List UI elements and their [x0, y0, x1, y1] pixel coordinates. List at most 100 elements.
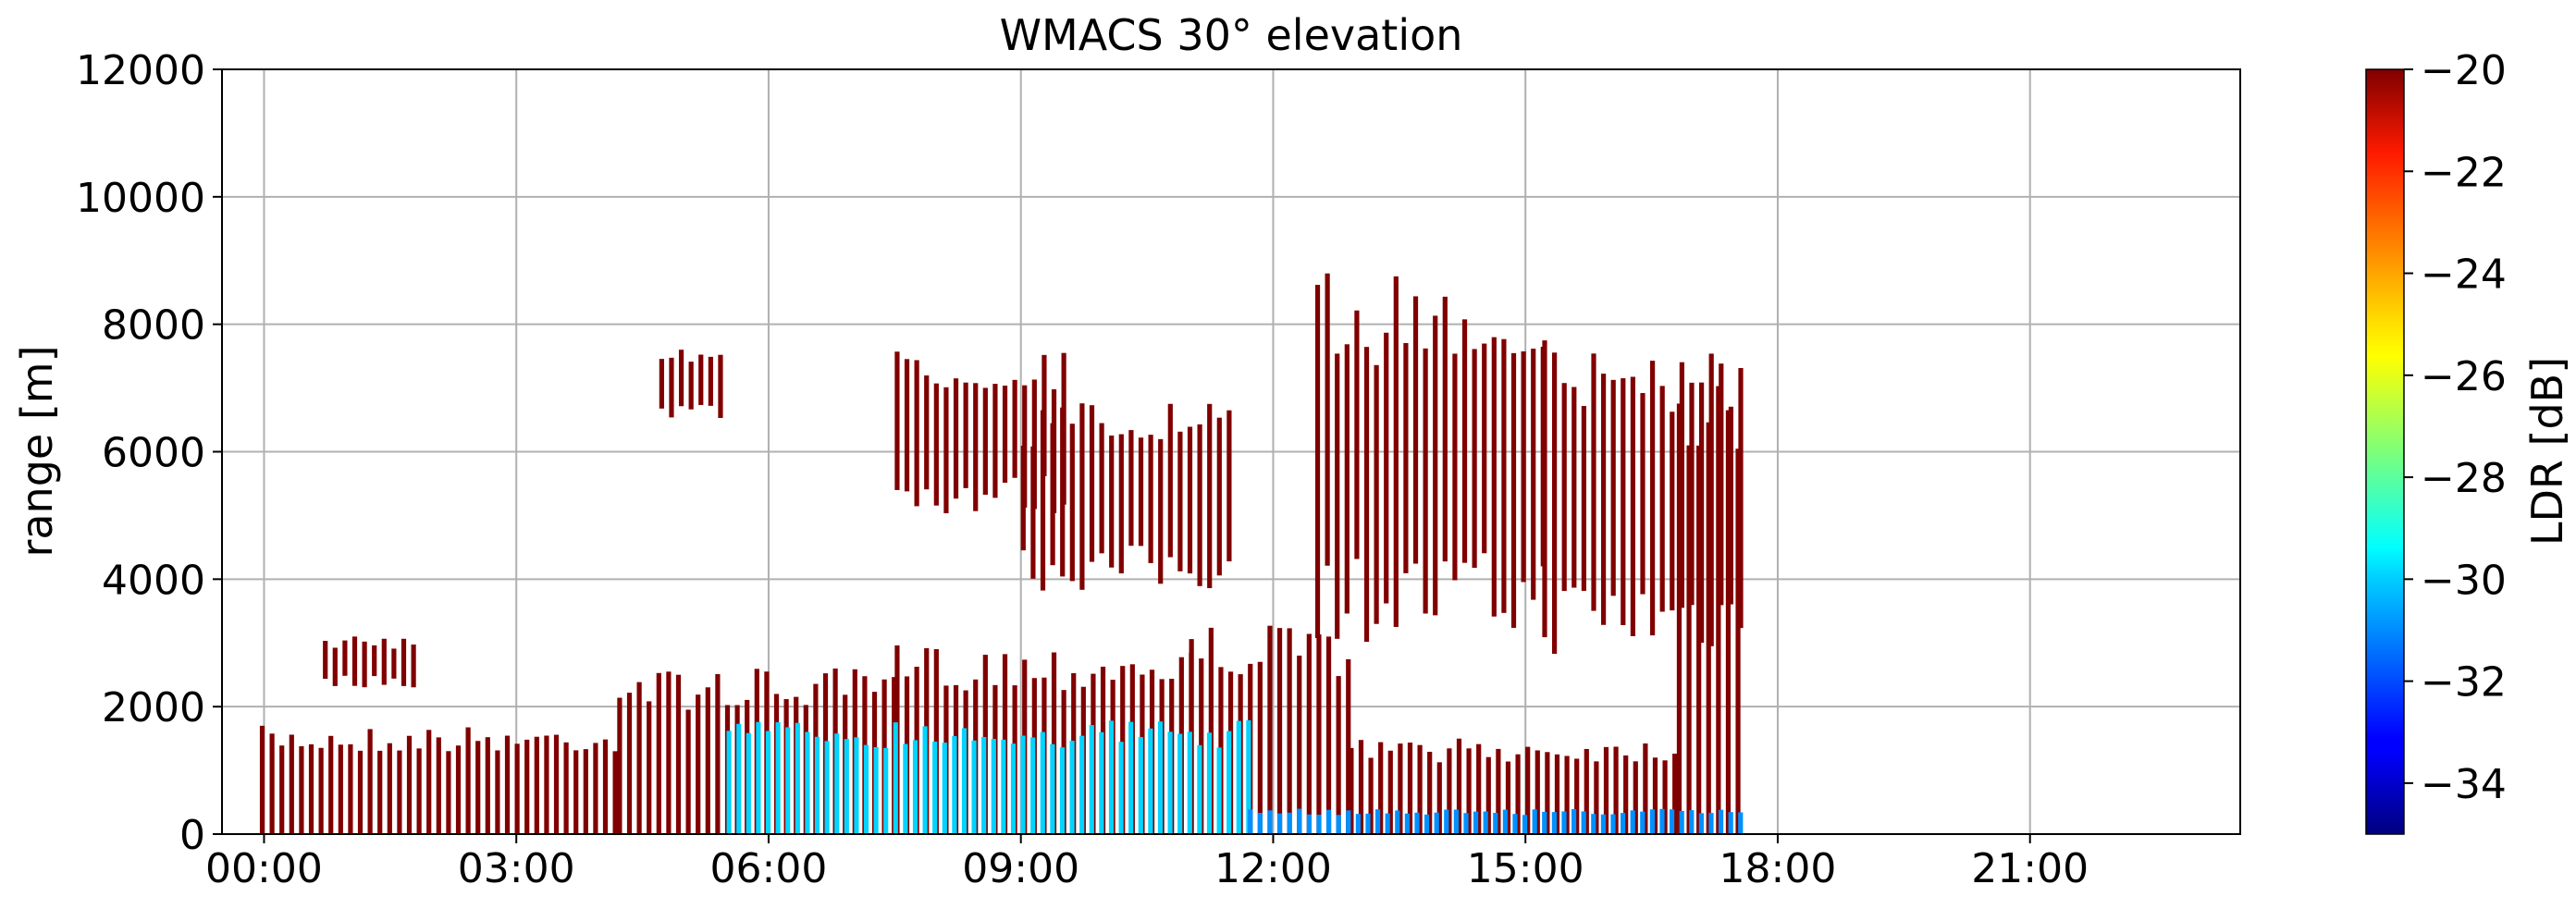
data-strip	[715, 673, 721, 834]
data-strip	[982, 387, 988, 495]
data-strip	[1591, 353, 1596, 611]
data-strip	[328, 735, 334, 834]
data-strip	[602, 739, 609, 834]
data-strip	[1226, 410, 1232, 562]
data-strip	[705, 687, 710, 834]
y-tick-label: 10000	[76, 175, 205, 222]
data-strip	[1698, 813, 1704, 834]
data-strip	[775, 722, 781, 834]
data-strip	[1325, 273, 1330, 566]
data-strip	[943, 387, 949, 514]
data-strip	[1610, 814, 1616, 834]
data-strip	[259, 725, 265, 834]
data-strip	[932, 742, 938, 834]
x-axis: 00:00 03:00 06:00 09:00 12:00 15:00 18:00 21:00	[205, 834, 2089, 892]
data-strip	[1001, 739, 1006, 834]
data-strip	[351, 636, 358, 686]
data-strip	[1581, 406, 1586, 591]
data-strip	[1216, 747, 1222, 834]
data-strip	[678, 350, 684, 407]
data-strip	[342, 640, 348, 676]
data-strip	[814, 736, 820, 834]
data-strip	[377, 750, 383, 834]
data-strip	[308, 743, 314, 834]
data-strip	[1719, 363, 1724, 606]
data-strip	[1089, 405, 1095, 562]
data-strip	[1287, 628, 1292, 834]
data-strip	[1662, 760, 1668, 834]
data-strip	[1672, 754, 1678, 834]
data-strip	[1118, 434, 1124, 574]
x-tick-label: 21:00	[1971, 845, 2089, 892]
data-strip	[1248, 809, 1253, 834]
chart-title: WMACS 30° elevation	[1000, 10, 1463, 60]
data-strip	[1496, 748, 1501, 834]
data-strip	[367, 729, 373, 834]
data-strip	[1502, 809, 1508, 834]
colorbar-tick-label: −34	[2421, 761, 2507, 808]
data-strip	[1571, 808, 1577, 834]
data-strip	[904, 359, 910, 492]
data-strip	[659, 359, 664, 409]
data-strip	[746, 732, 751, 834]
data-strip	[1472, 349, 1477, 568]
data-strip	[1216, 417, 1222, 576]
data-strip	[1336, 815, 1341, 834]
colorbar-tick-label: −26	[2421, 353, 2507, 400]
x-tick-label: 03:00	[458, 845, 575, 892]
data-strip	[573, 750, 579, 834]
data-strip	[269, 733, 275, 834]
data-strip	[1708, 353, 1714, 646]
data-strip	[1030, 737, 1036, 834]
data-strip	[1531, 349, 1536, 600]
data-strip	[1010, 743, 1017, 834]
data-strip	[1344, 344, 1350, 614]
data-strip	[1226, 731, 1232, 834]
data-strip	[656, 672, 661, 834]
cloud-region	[259, 725, 618, 834]
data-strip	[1365, 813, 1371, 834]
data-strip	[1434, 812, 1439, 834]
data-strip	[893, 722, 898, 834]
data-strip	[1444, 809, 1449, 834]
data-strip	[1354, 310, 1360, 559]
data-strip	[675, 674, 682, 834]
data-strip	[1167, 731, 1173, 834]
data-strip	[411, 644, 416, 688]
data-strip	[1525, 746, 1531, 834]
data-strip	[873, 746, 879, 834]
data-strip	[1453, 809, 1459, 834]
data-strip	[1177, 733, 1183, 834]
data-strip	[1591, 814, 1596, 834]
data-strip	[1600, 814, 1606, 834]
x-tick-label: 09:00	[962, 845, 1079, 892]
data-strip	[912, 740, 918, 834]
y-tick-label: 0	[179, 812, 205, 859]
colorbar-tick-label: −24	[2421, 252, 2507, 299]
grid-lines	[222, 68, 2240, 835]
data-strip	[1574, 758, 1580, 834]
data-strip	[1020, 735, 1026, 834]
data-strip	[1493, 812, 1498, 834]
data-strip	[332, 647, 338, 686]
data-strip	[1456, 738, 1462, 834]
data-strip	[1407, 743, 1413, 834]
data-strip	[348, 743, 353, 834]
data-strip	[933, 383, 939, 506]
y-axis: 0 2000 4000 6000 8000 10000 12000	[76, 47, 222, 859]
data-strip	[1118, 742, 1124, 834]
data-strip	[1571, 387, 1577, 588]
data-strip	[952, 735, 957, 834]
data-strip	[1346, 658, 1351, 834]
data-strip	[1306, 633, 1312, 834]
data-strip	[436, 737, 441, 834]
colorbar-tick-label: −22	[2421, 149, 2507, 196]
y-axis-label: range [m]	[12, 345, 62, 557]
data-strip	[1267, 810, 1273, 834]
data-strip	[1287, 812, 1292, 834]
data-strip	[1374, 809, 1381, 834]
data-strip	[666, 671, 672, 834]
data-strip	[426, 730, 432, 834]
data-strip	[1551, 812, 1557, 834]
